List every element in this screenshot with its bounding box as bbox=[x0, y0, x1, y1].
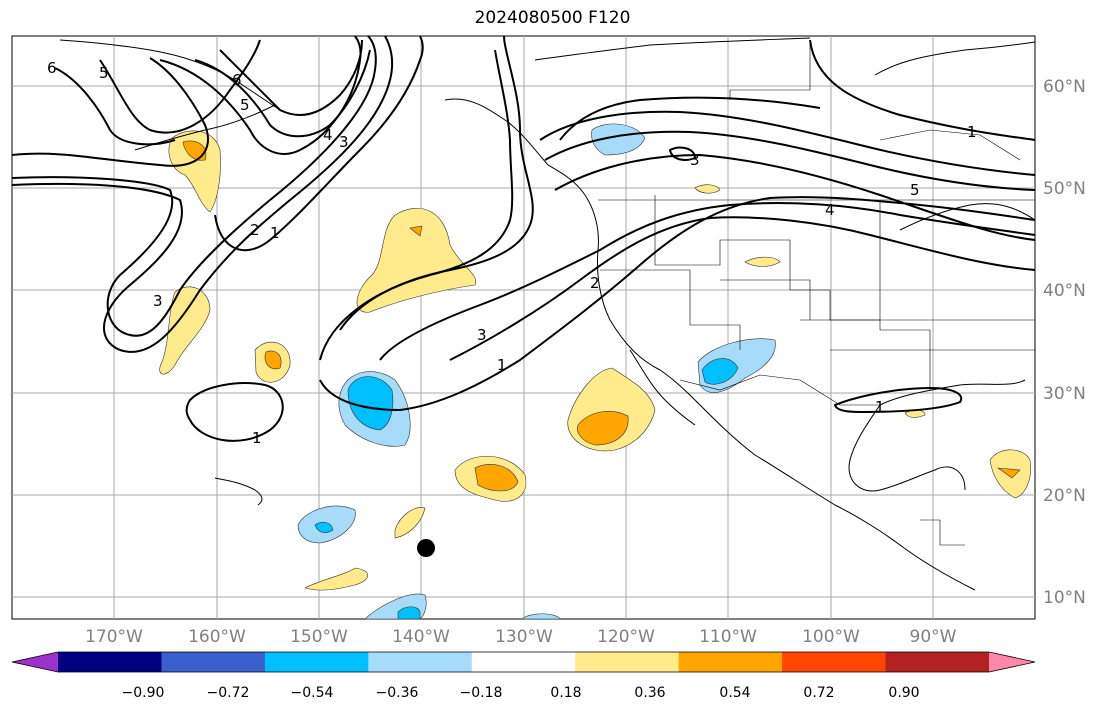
lon-label: 100°W bbox=[802, 627, 860, 647]
lat-label: 20°N bbox=[1043, 486, 1086, 506]
lat-label: 60°N bbox=[1043, 77, 1086, 97]
lon-label: 160°W bbox=[188, 627, 246, 647]
lat-label: 10°N bbox=[1043, 588, 1086, 608]
lon-label: 90°W bbox=[910, 627, 957, 647]
colorbar-segment bbox=[678, 652, 783, 672]
colorbar-tick-label: −0.90 bbox=[122, 685, 165, 701]
colorbar-segment bbox=[885, 652, 990, 672]
colorbar-tick-label: 0.36 bbox=[634, 685, 665, 701]
contour-label: 2 bbox=[250, 221, 260, 239]
contour-label: 5 bbox=[910, 181, 920, 199]
colorbar-segment bbox=[161, 652, 266, 672]
contour-label: 1 bbox=[497, 356, 507, 374]
colorbar-tick-label: −0.18 bbox=[460, 685, 503, 701]
colorbar-segment bbox=[471, 652, 576, 672]
lon-label: 140°W bbox=[392, 627, 450, 647]
contour-label: 4 bbox=[323, 126, 333, 144]
colorbar-segment bbox=[782, 652, 887, 672]
contour-label: 1 bbox=[252, 429, 262, 447]
colorbar-outline bbox=[11, 651, 1036, 673]
colorbar-tick-label: −0.72 bbox=[207, 685, 250, 701]
colorbar-tick-label: 0.90 bbox=[888, 685, 919, 701]
colorbar-extend-low bbox=[12, 652, 58, 672]
contour-label: 3 bbox=[477, 326, 487, 344]
colorbar-extend-high bbox=[989, 652, 1035, 672]
colorbar bbox=[11, 651, 1036, 673]
colorbar-segment bbox=[58, 652, 162, 672]
colorbar-tick-label: 0.18 bbox=[550, 685, 581, 701]
lon-label: 170°W bbox=[85, 627, 143, 647]
longitude-labels: 170°W 160°W 150°W 140°W 130°W 120°W 110°… bbox=[85, 627, 957, 647]
lon-label: 120°W bbox=[597, 627, 655, 647]
contour-label: 1 bbox=[875, 398, 885, 416]
storm-center-marker bbox=[417, 539, 435, 557]
contour-label: 3 bbox=[690, 151, 700, 169]
contour-lines bbox=[11, 35, 1036, 442]
contour-label: 3 bbox=[153, 292, 163, 310]
contour-label: 4 bbox=[825, 201, 835, 219]
political-borders bbox=[598, 40, 1035, 546]
contour-label: 6 bbox=[47, 59, 57, 77]
contour-label: 5 bbox=[99, 64, 109, 82]
colorbar-segment bbox=[264, 652, 369, 672]
coastlines bbox=[59, 37, 1036, 591]
colorbar-segment bbox=[575, 652, 680, 672]
map-title: 2024080500 F120 bbox=[474, 8, 631, 28]
lat-label: 50°N bbox=[1043, 179, 1086, 199]
latitude-labels: 60°N 50°N 40°N 30°N 20°N 10°N bbox=[1043, 77, 1086, 608]
colorbar-segment bbox=[368, 652, 473, 672]
contour-label: 3 bbox=[339, 133, 349, 151]
lon-label: 150°W bbox=[290, 627, 348, 647]
lat-label: 30°N bbox=[1043, 384, 1086, 404]
colorbar-tick-label: −0.36 bbox=[376, 685, 419, 701]
colorbar-tick-label: 0.72 bbox=[803, 685, 834, 701]
lat-label: 40°N bbox=[1043, 281, 1086, 301]
contour-label: 6 bbox=[232, 71, 242, 89]
colorbar-tick-label: 0.54 bbox=[719, 685, 750, 701]
colorbar-ticks: −0.90 −0.72 −0.54 −0.36 −0.18 0.18 0.36 … bbox=[122, 685, 920, 701]
positive-anomalies bbox=[159, 130, 1031, 591]
colorbar-tick-label: −0.54 bbox=[291, 685, 334, 701]
lon-label: 110°W bbox=[699, 627, 757, 647]
contour-label: 1 bbox=[270, 224, 280, 242]
contour-label: 5 bbox=[240, 96, 250, 114]
contour-label-group: 6 5 6 5 4 3 2 1 3 3 2 1 3 1 5 1 5 4 1 bbox=[47, 59, 977, 447]
contour-label: 1 bbox=[967, 123, 977, 141]
contour-label: 2 bbox=[590, 274, 600, 292]
lon-label: 130°W bbox=[495, 627, 553, 647]
